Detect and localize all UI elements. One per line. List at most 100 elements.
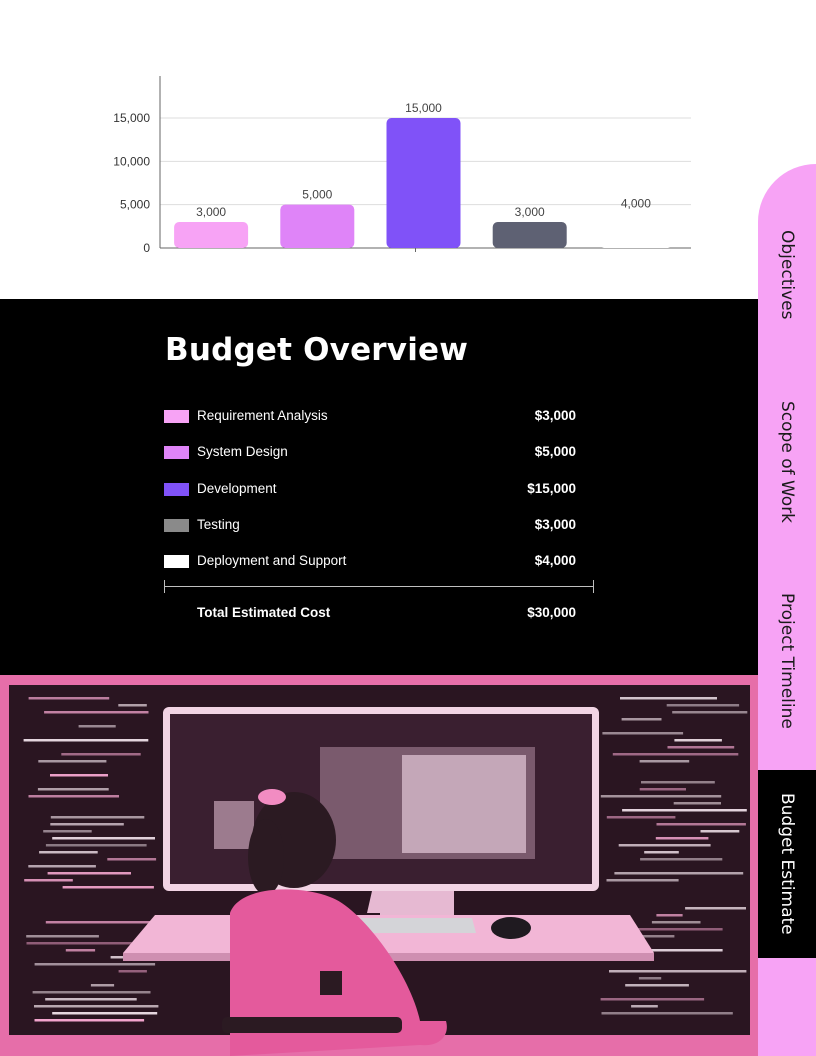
y-tick-label: 10,000 (113, 154, 150, 168)
total-divider (164, 580, 594, 593)
tab-scope-of-work[interactable]: Scope of Work (758, 382, 816, 542)
tab-label: Project Timeline (777, 593, 797, 729)
code-streak (672, 711, 748, 714)
code-streaks (23, 697, 748, 1022)
tab-budget-estimate[interactable]: Budget Estimate (758, 770, 816, 958)
code-streak (61, 753, 141, 756)
code-streak (110, 956, 132, 959)
y-tick-label: 15,000 (113, 111, 150, 125)
legend-value: $15,000 (527, 481, 576, 496)
code-streak (651, 949, 723, 952)
code-streak (50, 823, 124, 826)
bar (492, 222, 567, 248)
side-navigation: Objectives Scope of Work Project Timelin… (758, 164, 816, 1056)
bar-value-label: 15,000 (405, 101, 442, 115)
bar-value-label: 3,000 (515, 205, 545, 219)
code-streak (673, 802, 721, 805)
code-streak (39, 851, 98, 854)
code-streak (45, 844, 147, 847)
code-streak (641, 781, 715, 784)
tab-label: Scope of Work (777, 400, 797, 524)
chart-canvas: 0 5,000 10,000 15,000 3,000 5,000 15,000 3,000 4… (113, 76, 691, 255)
code-streak (50, 816, 145, 819)
legend-label: Development (197, 481, 277, 496)
code-streak (23, 739, 149, 742)
bar-value-label: 3,000 (196, 205, 226, 219)
code-streak (107, 858, 157, 861)
code-streak (644, 851, 679, 854)
legend-swatch (164, 483, 189, 496)
legend-value: $3,000 (534, 408, 576, 423)
code-streak (655, 837, 709, 840)
code-streak (624, 928, 723, 931)
code-streak (656, 823, 746, 826)
legend-swatch (164, 410, 189, 423)
code-streak (638, 977, 662, 980)
code-streak (625, 984, 689, 987)
legend-label: Testing (197, 517, 240, 532)
legend-row-requirement-analysis: Requirement Analysis $3,000 (164, 407, 576, 427)
code-streak (65, 949, 96, 952)
code-streak (78, 725, 116, 728)
code-streak (52, 1012, 158, 1015)
code-streak (34, 1005, 159, 1008)
code-streak (45, 998, 137, 1001)
total-label: Total Estimated Cost (197, 605, 331, 620)
bar (174, 222, 249, 248)
code-streak (614, 872, 744, 875)
y-tick-label: 0 (143, 241, 150, 255)
code-streak (667, 746, 735, 749)
legend-row-deployment-and-support: Deployment and Support $4,000 (164, 552, 576, 572)
code-streak (620, 697, 717, 700)
code-streak (631, 1005, 658, 1008)
photo-illustration (0, 675, 759, 1056)
code-streak (38, 760, 107, 763)
code-streak (600, 795, 722, 798)
code-streak (622, 809, 747, 812)
code-streak (656, 914, 683, 917)
code-streak (621, 718, 662, 721)
code-streak (601, 1012, 733, 1015)
legend-label: System Design (197, 444, 288, 459)
developer-at-computer-photo (0, 675, 759, 1056)
tab-label: Budget Estimate (777, 793, 797, 935)
code-streak (700, 830, 740, 833)
code-streak (43, 830, 92, 833)
code-streak (666, 704, 740, 707)
code-streak (639, 760, 690, 763)
code-streak (612, 753, 739, 756)
code-streak (24, 879, 73, 882)
code-streak (606, 879, 679, 882)
budget-title: Budget Overview (165, 332, 469, 368)
legend-value: $5,000 (534, 444, 576, 459)
code-streak (640, 858, 723, 861)
code-streak (118, 970, 147, 973)
code-streak (37, 788, 109, 791)
code-streak (639, 788, 686, 791)
code-streak (50, 774, 108, 777)
legend-value: $3,000 (534, 517, 576, 532)
bar-value-label: 5,000 (302, 188, 332, 202)
code-streak (26, 935, 99, 938)
legend-value: $4,000 (534, 553, 576, 568)
code-streak (28, 795, 119, 798)
code-streak (52, 837, 156, 840)
bar-value-label: 4,000 (621, 196, 651, 210)
bar (280, 204, 355, 248)
total-value: $30,000 (527, 605, 576, 620)
tab-project-timeline[interactable]: Project Timeline (758, 572, 816, 750)
code-streak (47, 872, 131, 875)
code-streak (674, 739, 722, 742)
code-streak (685, 907, 746, 910)
code-streak (609, 970, 747, 973)
code-streak (28, 697, 110, 700)
legend-swatch (164, 555, 189, 568)
tab-objectives[interactable]: Objectives (758, 200, 816, 350)
bar (598, 213, 673, 248)
code-streak (45, 921, 156, 924)
code-streak (651, 921, 701, 924)
code-streak (28, 865, 96, 868)
legend-swatch (164, 519, 189, 532)
total-row: Total Estimated Cost $30,000 (164, 605, 576, 625)
y-tick-label: 5,000 (120, 198, 150, 212)
